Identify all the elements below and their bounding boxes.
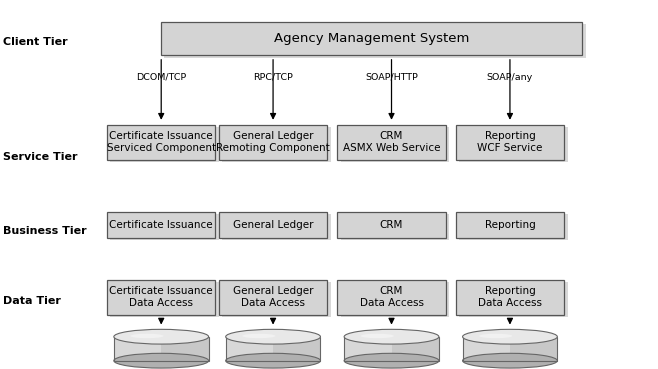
FancyBboxPatch shape [337,280,446,314]
Text: Service Tier: Service Tier [3,152,78,162]
FancyBboxPatch shape [107,212,216,238]
Ellipse shape [463,354,557,368]
Ellipse shape [130,334,164,338]
Ellipse shape [226,329,320,344]
FancyBboxPatch shape [110,214,218,240]
Text: Agency Management System: Agency Management System [274,32,469,45]
Text: Client Tier: Client Tier [3,37,68,48]
FancyBboxPatch shape [161,22,582,55]
Text: Reporting: Reporting [484,220,536,230]
FancyBboxPatch shape [341,214,449,240]
FancyBboxPatch shape [337,212,446,238]
Ellipse shape [114,354,209,368]
FancyBboxPatch shape [222,282,330,317]
FancyBboxPatch shape [218,212,327,238]
FancyBboxPatch shape [344,337,392,361]
FancyBboxPatch shape [510,337,557,361]
FancyBboxPatch shape [222,127,330,162]
FancyBboxPatch shape [226,337,273,361]
FancyBboxPatch shape [341,282,449,317]
Text: Reporting
WCF Service: Reporting WCF Service [477,131,543,153]
Text: CRM
Data Access: CRM Data Access [359,286,424,308]
FancyBboxPatch shape [218,280,327,314]
Text: RPC/TCP: RPC/TCP [253,73,293,82]
Text: CRM: CRM [380,220,403,230]
Ellipse shape [361,334,394,338]
Text: Certificate Issuance: Certificate Issuance [109,220,213,230]
Ellipse shape [114,329,209,344]
FancyBboxPatch shape [114,337,161,361]
FancyBboxPatch shape [459,214,567,240]
FancyBboxPatch shape [392,337,439,361]
Text: General Ledger
Data Access: General Ledger Data Access [233,286,313,308]
Text: CRM
ASMX Web Service: CRM ASMX Web Service [343,131,440,153]
Ellipse shape [463,329,557,344]
Ellipse shape [344,354,439,368]
Ellipse shape [479,334,513,338]
FancyBboxPatch shape [341,127,449,162]
FancyBboxPatch shape [455,280,565,314]
Text: DCOM/TCP: DCOM/TCP [136,73,186,82]
Text: Data Tier: Data Tier [3,296,61,306]
FancyBboxPatch shape [107,125,216,159]
Ellipse shape [226,354,320,368]
FancyBboxPatch shape [455,212,565,238]
Text: General Ledger
Remoting Component: General Ledger Remoting Component [216,131,330,153]
FancyBboxPatch shape [164,24,586,58]
FancyBboxPatch shape [455,125,565,159]
Text: Reporting
Data Access: Reporting Data Access [478,286,542,308]
FancyBboxPatch shape [107,280,216,314]
Text: General Ledger: General Ledger [233,220,313,230]
Text: Certificate Issuance
Serviced Component: Certificate Issuance Serviced Component [107,131,216,153]
Ellipse shape [242,334,276,338]
Ellipse shape [344,329,439,344]
FancyBboxPatch shape [161,337,209,361]
Text: SOAP/HTTP: SOAP/HTTP [365,73,418,82]
FancyBboxPatch shape [463,337,510,361]
FancyBboxPatch shape [337,125,446,159]
FancyBboxPatch shape [222,214,330,240]
FancyBboxPatch shape [110,282,218,317]
Text: SOAP/any: SOAP/any [487,73,533,82]
FancyBboxPatch shape [273,337,320,361]
FancyBboxPatch shape [459,282,567,317]
FancyBboxPatch shape [218,125,327,159]
Text: Business Tier: Business Tier [3,225,87,236]
Text: Certificate Issuance
Data Access: Certificate Issuance Data Access [109,286,213,308]
FancyBboxPatch shape [110,127,218,162]
FancyBboxPatch shape [459,127,567,162]
